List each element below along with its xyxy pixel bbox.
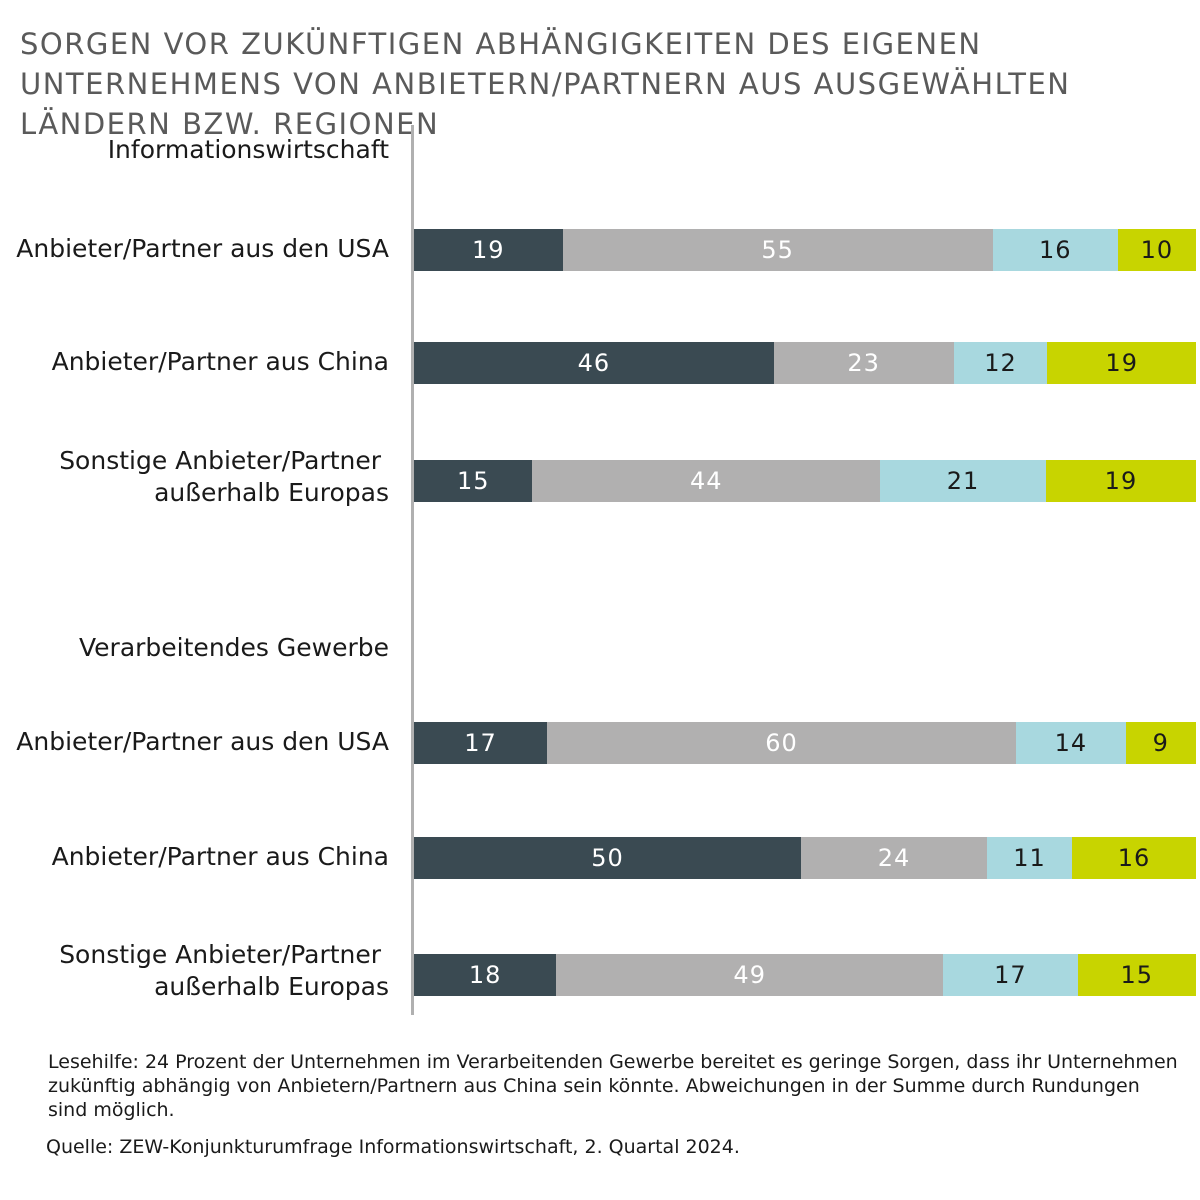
row-label: Anbieter/Partner aus China	[51, 347, 389, 376]
data-label: 15	[1120, 961, 1154, 989]
bar-segment: 23	[773, 342, 954, 384]
data-label: 16	[1038, 236, 1072, 264]
bar-segment: 19	[1045, 460, 1196, 502]
bar-segment: 11	[986, 837, 1073, 879]
group-label: Informationswirtschaft	[107, 135, 389, 164]
chart-title: SORGEN VOR ZUKÜNFTIGEN ABHÄNGIGKEITEN DE…	[20, 27, 1071, 141]
row-label: Sonstige Anbieter/Partner außerhalb Euro…	[59, 940, 389, 1001]
data-label: 17	[464, 729, 497, 757]
data-label: 9	[1152, 729, 1169, 757]
data-label: 14	[1054, 729, 1088, 757]
data-label: 49	[733, 961, 766, 989]
bar-segment: 19	[414, 229, 563, 271]
data-label: 21	[946, 467, 980, 495]
row-label: Anbieter/Partner aus China	[51, 842, 389, 871]
data-label: 44	[689, 467, 723, 495]
data-label: 11	[1013, 844, 1046, 872]
category-axis-line	[411, 125, 414, 1015]
row-label: Anbieter/Partner aus den USA	[16, 234, 389, 263]
bar-segment: 10	[1117, 229, 1196, 271]
bar-segment: 21	[880, 460, 1046, 502]
bar-segment: 18	[414, 954, 557, 996]
bar-segment: 16	[1072, 837, 1196, 879]
data-label: 23	[847, 349, 880, 377]
stacked-bar: 19 55 16 10	[414, 229, 1196, 271]
bar-segment: 17	[943, 954, 1078, 996]
bar-segment: 15	[414, 460, 533, 502]
group-label: Verarbeitendes Gewerbe	[79, 633, 389, 662]
data-label: 19	[1105, 349, 1138, 377]
bar-segment: 46	[414, 342, 774, 384]
data-label: 17	[994, 961, 1027, 989]
data-label: 24	[877, 844, 911, 872]
data-label: 16	[1117, 844, 1151, 872]
bar-segment: 19	[1047, 342, 1196, 384]
data-label: 15	[456, 467, 490, 495]
row-label: Anbieter/Partner aus den USA	[16, 727, 389, 756]
data-label: 19	[472, 236, 505, 264]
row-label: Sonstige Anbieter/Partner außerhalb Euro…	[59, 446, 389, 507]
bar-segment: 9	[1125, 722, 1196, 764]
bar-segment: 55	[562, 229, 993, 271]
data-label: 60	[765, 729, 798, 757]
stacked-bar: 46 23 12 19	[414, 342, 1196, 384]
bar-segment: 44	[532, 460, 881, 502]
bar-segment: 15	[1077, 954, 1196, 996]
data-label: 18	[468, 961, 502, 989]
stacked-bar: 15 44 21 19	[414, 460, 1196, 502]
bar-segment: 12	[953, 342, 1048, 384]
data-label: 10	[1140, 236, 1174, 264]
data-label: 55	[761, 236, 794, 264]
data-label: 12	[984, 349, 1017, 377]
stacked-bar: 17 60 14 9	[414, 722, 1196, 764]
data-label: 19	[1104, 467, 1138, 495]
bar-segment: 14	[1016, 722, 1126, 764]
stacked-bar: 18 49 17 15	[414, 954, 1196, 996]
data-label: 46	[577, 349, 611, 377]
source-note: Quelle: ZEW-Konjunkturumfrage Informatio…	[46, 1136, 740, 1158]
stacked-bar: 50 24 11 16	[414, 837, 1196, 879]
data-label: 50	[591, 844, 624, 872]
reading-note: Lesehilfe: 24 Prozent der Unternehmen im…	[48, 1051, 1178, 1121]
bar-segment: 49	[556, 954, 944, 996]
bar-segment: 50	[414, 837, 802, 879]
bar-segment: 24	[801, 837, 987, 879]
bar-segment: 60	[546, 722, 1017, 764]
bar-segment: 17	[414, 722, 547, 764]
bar-segment: 16	[992, 229, 1118, 271]
